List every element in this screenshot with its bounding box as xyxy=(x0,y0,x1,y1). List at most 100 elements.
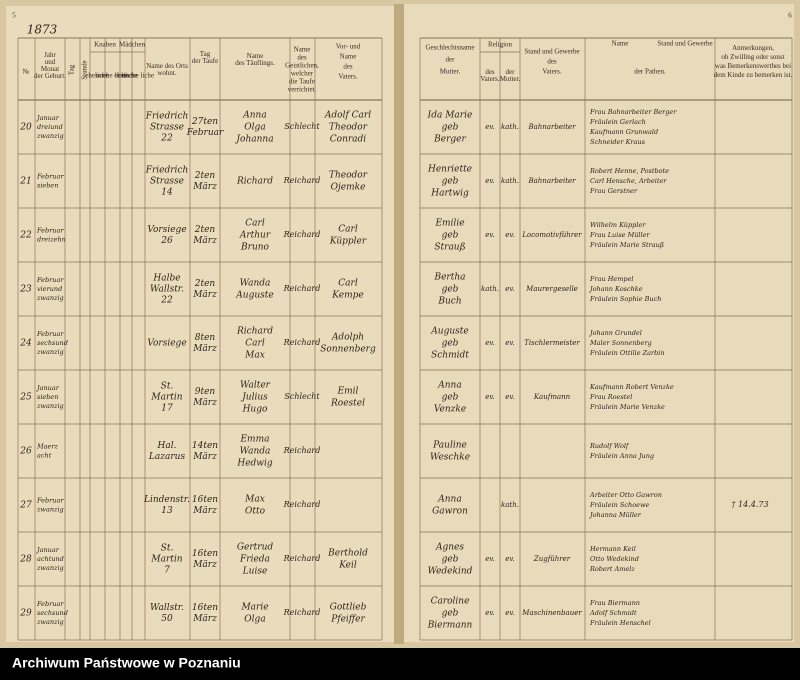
religion-mother: kath. xyxy=(501,177,519,185)
header-text: der xyxy=(506,68,516,76)
sponsor: Maler Sonnenberg xyxy=(589,339,652,347)
father-job: Bahnarbeiter xyxy=(527,123,576,131)
sponsor: Carl Hensche, Arbeiter xyxy=(590,177,667,185)
sponsor: Fräulein Henschel xyxy=(589,619,651,627)
religion-mother: ev. xyxy=(505,285,515,293)
mother: Gawron xyxy=(432,507,468,517)
father-job: Locomotivführer xyxy=(521,231,582,239)
header-text: Name des Orts xyxy=(146,62,188,70)
header-text: des xyxy=(343,63,353,71)
row-number: 21 xyxy=(19,177,31,187)
baptism: März xyxy=(192,344,217,354)
birth: zwanzig xyxy=(36,132,64,140)
sponsor: Frau Luise Müller xyxy=(589,231,650,239)
father: Carl xyxy=(338,279,358,289)
mother: Anna xyxy=(437,381,461,391)
mother: Agnes xyxy=(435,543,464,553)
mother: geb xyxy=(442,285,459,295)
place: Strasse xyxy=(150,177,184,187)
header-text: Geistlichen, xyxy=(285,62,319,70)
child: Wanda xyxy=(240,279,271,289)
baptism: März xyxy=(192,560,217,570)
header-text: des xyxy=(297,54,307,62)
baptism: 16ten xyxy=(192,549,218,559)
baptism: 8ten xyxy=(195,333,216,343)
header-text: wohnt. xyxy=(157,69,177,77)
father: Küppler xyxy=(329,237,367,247)
father-job: Bahnarbeiter xyxy=(527,177,576,185)
baptism: 16ten xyxy=(192,495,218,505)
place: Halbe xyxy=(152,274,180,284)
place: Lindenstr. xyxy=(143,495,190,505)
baptism: 27ten xyxy=(191,117,218,127)
place: Martin xyxy=(150,555,182,565)
sponsor: Fräulein Sophie Buch xyxy=(589,295,661,303)
birth: vierund xyxy=(37,285,62,293)
birth: Maerz xyxy=(36,443,58,451)
row-number: 20 xyxy=(19,123,32,133)
header-text: Vaters. xyxy=(480,75,499,83)
pastor: Reichard xyxy=(283,176,321,185)
child: Hugo xyxy=(242,405,268,415)
header-text: Monat xyxy=(41,65,59,73)
header-text: Stunde xyxy=(81,60,89,79)
sponsor: Johann Koschke xyxy=(588,285,643,293)
place: 50 xyxy=(161,614,173,624)
religion-father: ev. xyxy=(485,393,495,401)
father: Theodor xyxy=(329,123,368,133)
birth: acht xyxy=(37,452,52,460)
header-text: dem Kinde zu bemerken ist. xyxy=(714,71,793,79)
header-text: eheliche xyxy=(114,72,137,80)
mother: geb xyxy=(442,231,459,241)
sponsor: Adolf Schmidt xyxy=(589,609,637,617)
header-text: Name xyxy=(294,46,311,54)
mother: Auguste xyxy=(430,327,468,337)
sponsor: Frau Roestel xyxy=(589,393,632,401)
pastor: Reichard xyxy=(283,338,321,347)
mother: Caroline xyxy=(431,597,470,607)
mother: geb xyxy=(442,609,459,619)
mother: Ida Marie xyxy=(427,111,473,121)
religion-father: ev. xyxy=(485,231,495,239)
place: Vorsiege xyxy=(147,339,186,349)
sponsor: Robert Henne, Postbote xyxy=(589,167,669,175)
place: Friedrich xyxy=(145,112,189,122)
pastor: Reichard xyxy=(283,608,321,617)
pastor: Reichard xyxy=(283,500,321,509)
sponsor: Otto Wedekind xyxy=(590,555,639,563)
child: Gertrud xyxy=(237,543,274,553)
header-text: Name xyxy=(612,40,629,48)
place: St. xyxy=(161,544,174,554)
sponsor: Frau Biermann xyxy=(589,599,640,607)
baptism: März xyxy=(192,506,217,516)
row-number: 27 xyxy=(19,501,32,511)
child: Richard xyxy=(236,177,273,187)
mother: Henriette xyxy=(427,165,472,175)
header-text: der Taufe xyxy=(192,57,218,65)
birth: dreizehn xyxy=(37,236,66,244)
birth: Januar xyxy=(35,546,60,554)
sponsor: Frau Bahnarbeiter Berger xyxy=(589,108,677,116)
baptism: März xyxy=(192,290,217,300)
child: Johanna xyxy=(234,135,273,145)
sponsor: Fräulein Anna Jung xyxy=(589,452,654,460)
birth: Februar xyxy=(36,600,64,608)
birth: Januar xyxy=(35,384,60,392)
place: 26 xyxy=(160,236,173,246)
birth: Februar xyxy=(36,227,64,235)
header-text: des xyxy=(547,58,557,66)
father: Adolf Carl xyxy=(324,111,371,121)
header-text: Stand und Gewerbe xyxy=(657,40,712,48)
place: St. xyxy=(161,382,174,392)
sponsor: Johann Grundel xyxy=(588,329,642,337)
row-number: 23 xyxy=(19,285,32,295)
sponsor: Fräulein Ottilie Zarbin xyxy=(589,349,665,357)
year: 1873 xyxy=(27,23,58,37)
father-job: Maschinenbauer xyxy=(521,609,582,617)
child: Bruno xyxy=(240,243,270,253)
place: 7 xyxy=(164,566,170,576)
right-page xyxy=(404,4,794,642)
birth: zwanzig xyxy=(36,618,64,626)
father: Gottlieb xyxy=(330,603,367,613)
mother: geb xyxy=(442,177,459,187)
